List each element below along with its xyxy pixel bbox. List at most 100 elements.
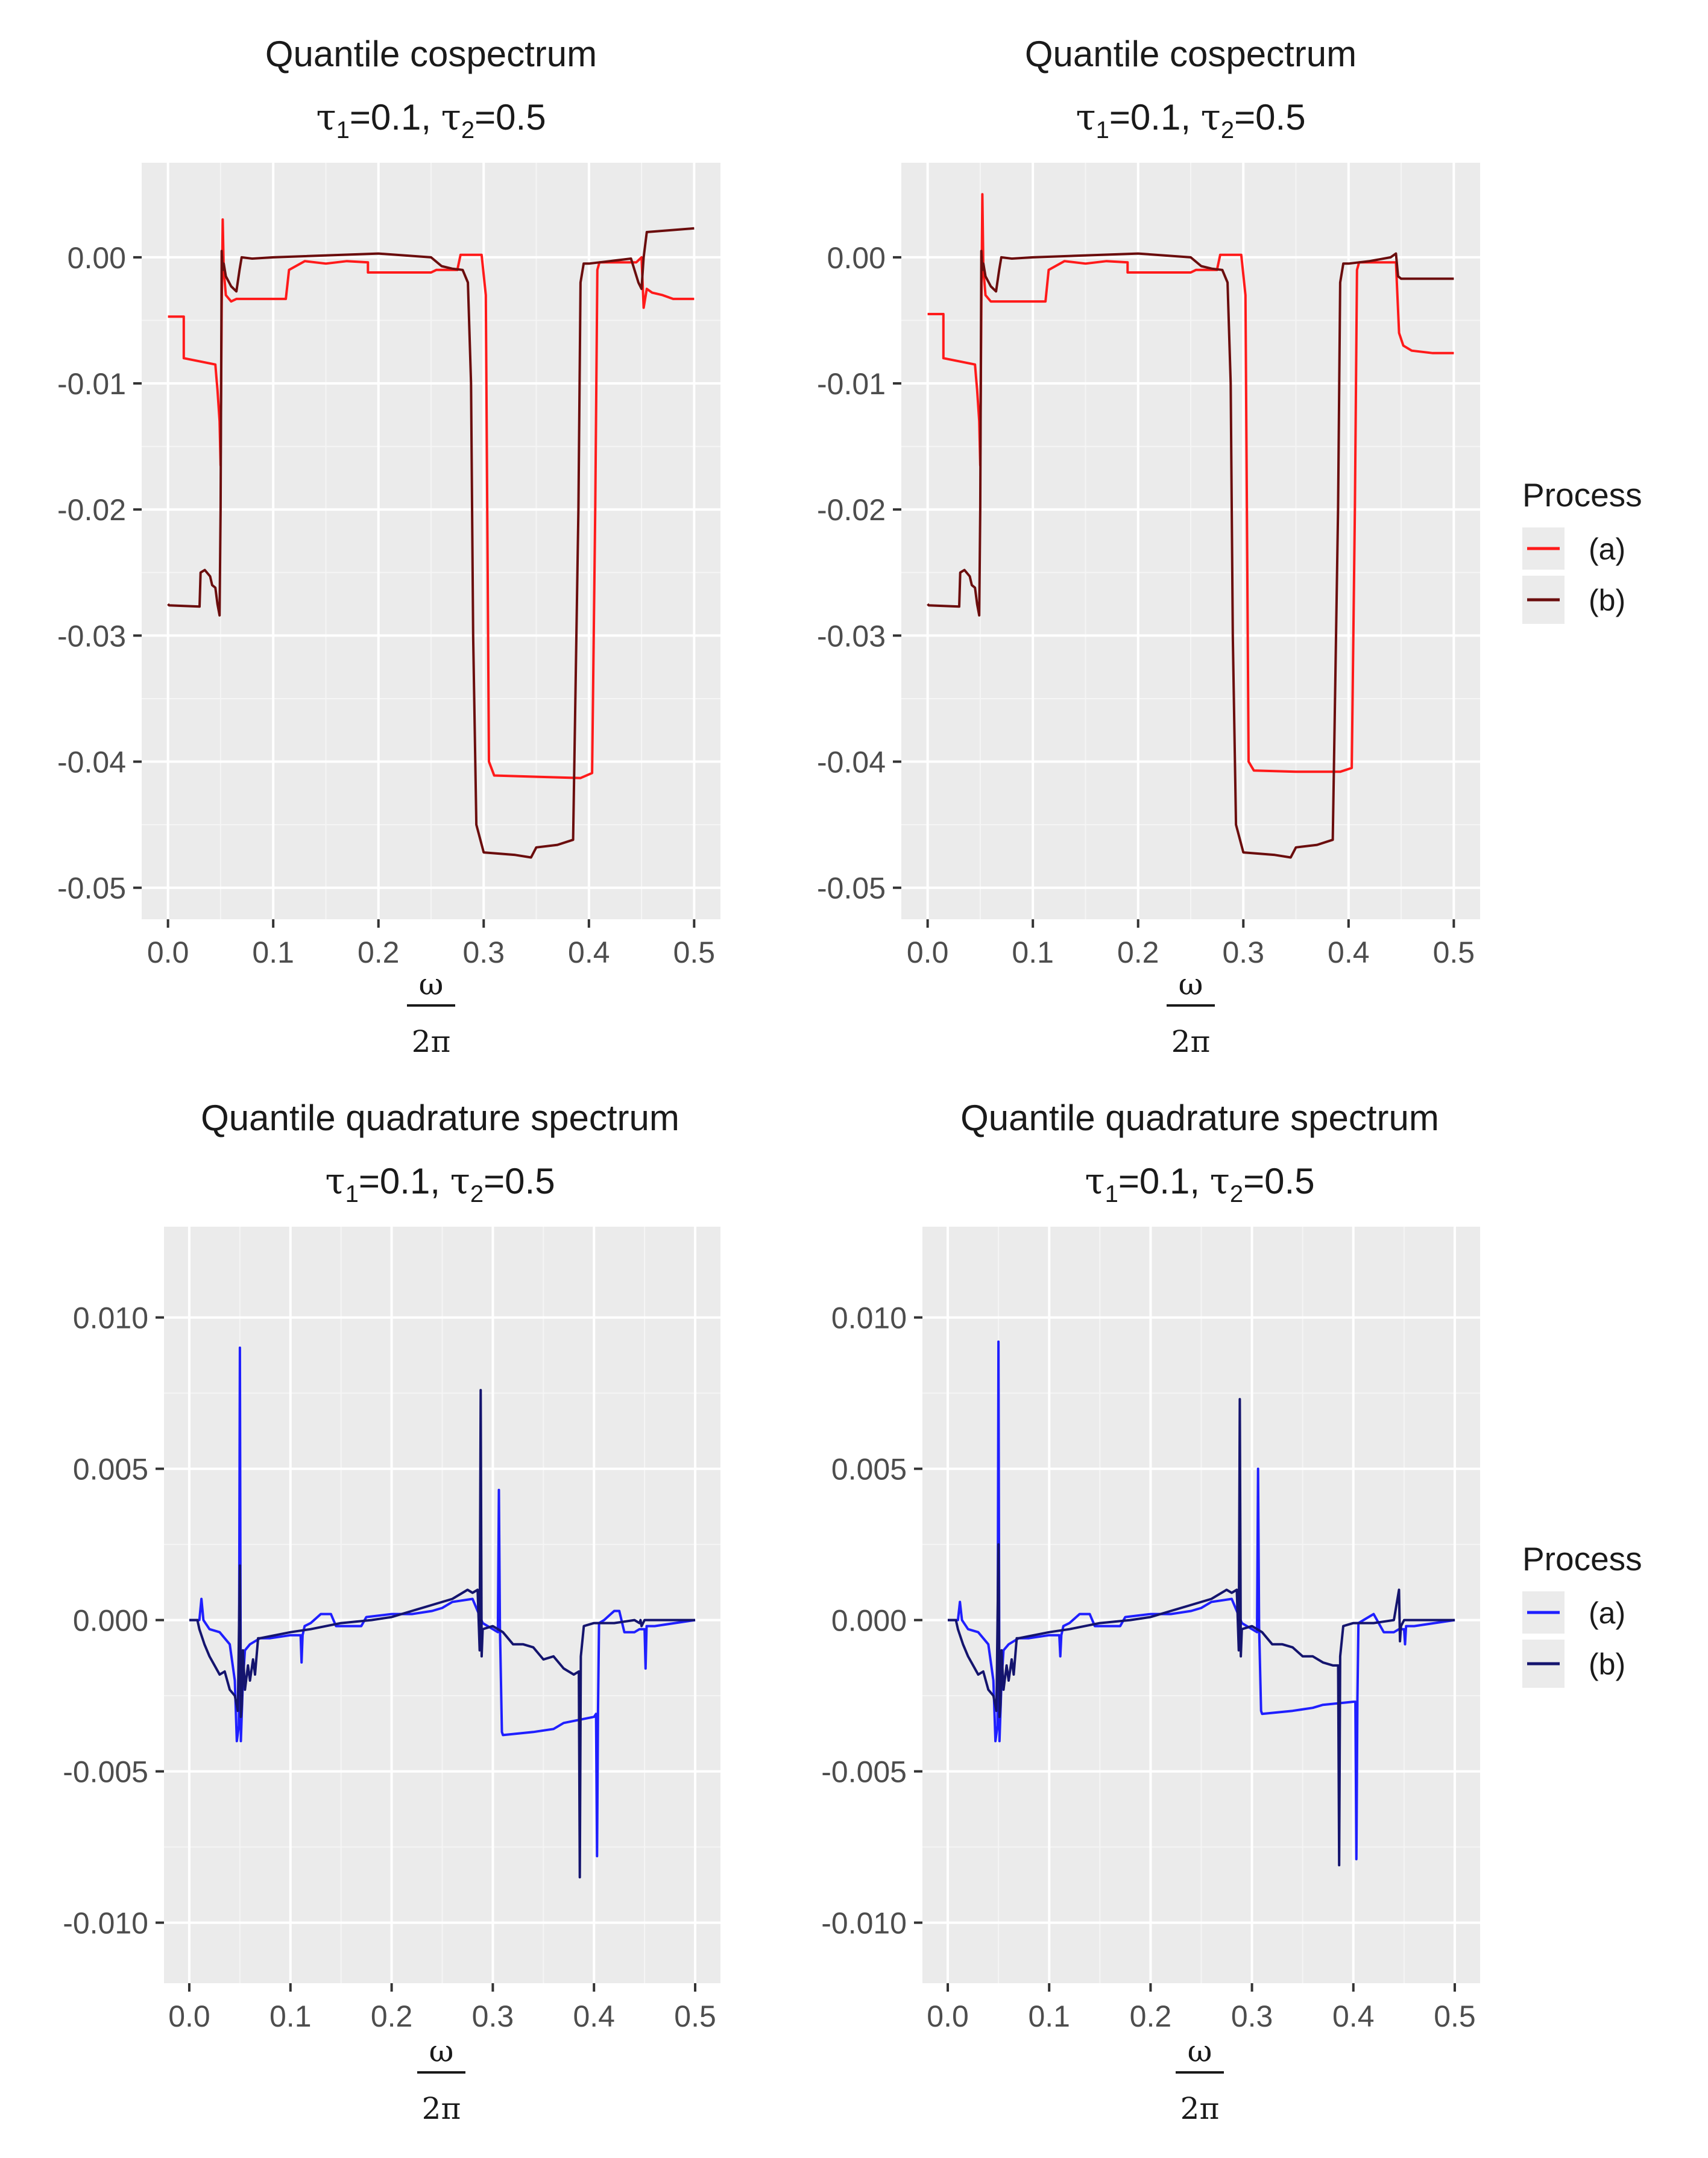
x-axis-label-numerator: ω	[429, 2034, 454, 2069]
series-group	[167, 218, 695, 859]
y-tick-label: 0.005	[73, 1453, 148, 1486]
x-tick-label: 0.1	[1028, 1999, 1070, 2033]
x-tick-label: 0.4	[573, 1999, 615, 2033]
x-tick-label: 0.4	[1328, 936, 1370, 969]
chart-subtitle: τ1=0.1, τ2=0.5	[1085, 1160, 1314, 1207]
legend-label-b: (b)	[1589, 1647, 1625, 1681]
chart-title: Quantile quadrature spectrum	[201, 1098, 679, 1138]
series-group	[189, 1346, 696, 1879]
chart-title: Quantile cospectrum	[265, 34, 597, 74]
chart-title: Quantile cospectrum	[1025, 34, 1357, 74]
x-axis-label-numerator: ω	[419, 967, 444, 1002]
series-group	[927, 193, 1454, 859]
x-tick-label: 0.0	[168, 1999, 210, 2033]
chart-panel-cospectrum-right: Quantile cospectrum τ1=0.1, τ2=0.5 0.0 0.…	[817, 34, 1480, 1059]
series-line-a	[189, 1346, 696, 1858]
subtitle-tau1-value: 0.1	[380, 1161, 430, 1201]
legend-label-a: (a)	[1589, 532, 1625, 566]
subtitle-tau2-value: 0.5	[496, 97, 546, 137]
subtitle-tau2-value: 0.5	[1255, 97, 1305, 137]
x-axis-label-denominator: 2π	[1180, 2091, 1220, 2126]
y-tick-label: -0.03	[817, 619, 886, 653]
y-tick-label: -0.02	[817, 493, 886, 527]
chart-subtitle: τ1=0.1, τ2=0.5	[316, 96, 546, 143]
chart-panel-quadrature-left: Quantile quadrature spectrum τ1=0.1, τ2=…	[63, 1098, 720, 2126]
x-tick-label: 0.3	[463, 936, 505, 969]
series-line-b	[189, 1389, 695, 1879]
y-tick-label: -0.04	[57, 746, 126, 779]
x-axis-label-numerator: ω	[1179, 967, 1203, 1002]
subtitle-tau1-value: 0.1	[371, 97, 421, 137]
axes: 0.0 0.1 0.2 0.3 0.4 0.5 0.00 -0.01 -0.02 -0.03 -0.…	[57, 241, 715, 969]
x-tick-label: 0.1	[1012, 936, 1054, 969]
legend-title: Process	[1522, 1540, 1642, 1578]
subtitle-tau2-value: 0.5	[1264, 1161, 1314, 1201]
x-tick-label: 0.2	[371, 1999, 413, 2033]
x-tick-label: 0.5	[673, 936, 716, 969]
x-axis-label-numerator: ω	[1188, 2034, 1212, 2069]
x-tick-label: 0.5	[674, 1999, 716, 2033]
grid-lines	[142, 163, 720, 919]
series-line-b	[927, 250, 1454, 859]
legend-label-b: (b)	[1589, 584, 1625, 617]
x-tick-label: 0.2	[1130, 1999, 1172, 2033]
y-tick-label: 0.010	[831, 1301, 907, 1335]
y-tick-label: 0.010	[73, 1301, 148, 1335]
y-tick-label: -0.02	[57, 493, 126, 527]
x-tick-label: 0.3	[1231, 1999, 1273, 2033]
x-tick-label: 0.2	[1117, 936, 1159, 969]
chart-panel-cospectrum-left: Quantile cospectrum τ1=0.1, τ2=0.5 0.0 0.…	[57, 34, 720, 1059]
y-tick-label: -0.03	[57, 619, 126, 653]
series-line-b	[167, 227, 695, 859]
y-tick-label: -0.05	[57, 872, 126, 905]
y-tick-label: -0.05	[817, 872, 886, 905]
axes: 0.0 0.1 0.2 0.3 0.4 0.5 0.010 0.005 0.000 -0.005 -…	[63, 1301, 716, 2033]
legend-title: Process	[1522, 476, 1642, 514]
x-tick-label: 0.3	[472, 1999, 514, 2033]
axes: 0.0 0.1 0.2 0.3 0.4 0.5 0.00 -0.01 -0.02 -0.03 -0.…	[817, 241, 1475, 969]
y-tick-label: 0.00	[68, 241, 126, 275]
series-group	[948, 1340, 1455, 1867]
x-tick-label: 0.0	[907, 936, 949, 969]
series-line-b	[948, 1398, 1455, 1867]
chart-subtitle: τ1=0.1, τ2=0.5	[325, 1160, 555, 1207]
x-tick-label: 0.3	[1223, 936, 1265, 969]
subtitle-tau1-value: 0.1	[1130, 97, 1180, 137]
chart-panel-quadrature-right: Quantile quadrature spectrum τ1=0.1, τ2=…	[821, 1098, 1480, 2126]
chart-title: Quantile quadrature spectrum	[960, 1098, 1439, 1138]
y-tick-label: 0.00	[827, 241, 886, 275]
x-tick-label: 0.0	[927, 1999, 969, 2033]
x-tick-label: 0.5	[1434, 1999, 1476, 2033]
x-tick-label: 0.5	[1433, 936, 1475, 969]
axes: 0.0 0.1 0.2 0.3 0.4 0.5 0.010 0.005 0.000 -0.005 -…	[821, 1301, 1475, 2033]
x-axis-label-denominator: 2π	[412, 1024, 451, 1059]
y-tick-label: -0.01	[817, 367, 886, 401]
x-tick-label: 0.0	[147, 936, 189, 969]
legend-cospectrum: Process (a) (b)	[1522, 476, 1642, 624]
y-tick-label: 0.000	[73, 1604, 148, 1638]
legend-label-a: (a)	[1589, 1596, 1625, 1630]
y-tick-label: -0.010	[63, 1907, 148, 1940]
x-tick-label: 0.4	[568, 936, 610, 969]
x-axis-label-denominator: 2π	[1171, 1024, 1211, 1059]
y-tick-label: -0.01	[57, 367, 126, 401]
chart-subtitle: τ1=0.1, τ2=0.5	[1076, 96, 1305, 143]
x-tick-label: 0.1	[252, 936, 294, 969]
x-axis-label-denominator: 2π	[422, 2091, 461, 2126]
y-tick-label: -0.005	[821, 1755, 907, 1789]
x-tick-label: 0.1	[269, 1999, 312, 2033]
y-tick-label: 0.005	[831, 1453, 907, 1486]
subtitle-tau1-value: 0.1	[1139, 1161, 1190, 1201]
x-tick-label: 0.4	[1332, 1999, 1375, 2033]
y-tick-label: 0.000	[831, 1604, 907, 1638]
y-tick-label: -0.010	[821, 1907, 907, 1940]
legend-quadrature: Process (a) (b)	[1522, 1540, 1642, 1688]
x-tick-label: 0.2	[358, 936, 400, 969]
y-tick-label: -0.005	[63, 1755, 148, 1789]
y-tick-label: -0.04	[817, 746, 886, 779]
subtitle-tau2-value: 0.5	[505, 1161, 555, 1201]
grid-lines	[164, 1227, 720, 1983]
grid-lines	[901, 163, 1480, 919]
